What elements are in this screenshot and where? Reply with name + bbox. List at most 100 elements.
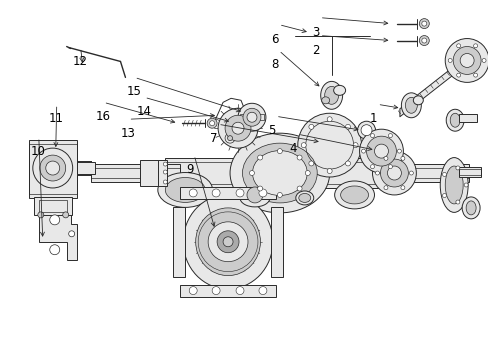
- Ellipse shape: [242, 143, 317, 203]
- Bar: [458, 169, 480, 175]
- Ellipse shape: [340, 186, 368, 204]
- Text: 13: 13: [120, 127, 135, 140]
- Circle shape: [352, 143, 357, 148]
- Circle shape: [297, 113, 361, 177]
- Circle shape: [359, 129, 403, 173]
- Circle shape: [361, 149, 365, 153]
- Circle shape: [189, 189, 197, 197]
- Circle shape: [259, 287, 266, 294]
- Circle shape: [397, 149, 401, 153]
- Circle shape: [212, 189, 220, 197]
- Circle shape: [217, 231, 239, 253]
- Ellipse shape: [412, 96, 423, 105]
- Circle shape: [374, 144, 387, 158]
- Circle shape: [473, 73, 477, 77]
- Circle shape: [400, 156, 404, 160]
- Ellipse shape: [446, 109, 463, 131]
- Circle shape: [238, 103, 265, 131]
- Circle shape: [224, 133, 235, 143]
- Circle shape: [243, 108, 261, 126]
- Circle shape: [50, 245, 60, 255]
- Circle shape: [459, 54, 473, 67]
- Circle shape: [447, 58, 451, 62]
- Circle shape: [301, 143, 305, 148]
- Circle shape: [46, 161, 60, 175]
- Circle shape: [163, 170, 167, 174]
- Circle shape: [421, 21, 426, 26]
- Circle shape: [33, 148, 73, 188]
- Circle shape: [370, 134, 374, 138]
- Bar: [180, 285, 275, 297]
- Circle shape: [50, 215, 60, 225]
- Circle shape: [372, 151, 415, 195]
- Ellipse shape: [461, 197, 479, 219]
- Circle shape: [380, 159, 407, 187]
- Circle shape: [345, 124, 350, 129]
- Ellipse shape: [165, 177, 205, 202]
- Ellipse shape: [195, 208, 260, 276]
- Ellipse shape: [295, 191, 313, 205]
- Ellipse shape: [465, 201, 475, 215]
- Ellipse shape: [320, 81, 342, 109]
- Text: 15: 15: [126, 85, 141, 98]
- Circle shape: [386, 166, 401, 180]
- Text: 9: 9: [186, 163, 193, 176]
- Bar: [240, 114, 264, 120]
- Text: 6: 6: [270, 32, 278, 46]
- Circle shape: [189, 287, 197, 294]
- Bar: [394, 164, 468, 182]
- Ellipse shape: [229, 133, 329, 213]
- Circle shape: [223, 237, 233, 247]
- Circle shape: [227, 136, 232, 141]
- Circle shape: [163, 162, 167, 166]
- Bar: [29, 144, 77, 194]
- Circle shape: [455, 166, 459, 170]
- Circle shape: [442, 194, 446, 198]
- Ellipse shape: [439, 158, 467, 212]
- Bar: [34, 197, 72, 215]
- Bar: [77, 162, 94, 174]
- Text: 1: 1: [369, 112, 376, 125]
- Circle shape: [62, 212, 68, 218]
- Circle shape: [249, 171, 254, 176]
- Circle shape: [419, 36, 428, 45]
- Ellipse shape: [298, 193, 310, 202]
- Ellipse shape: [449, 113, 459, 127]
- Circle shape: [236, 287, 244, 294]
- Circle shape: [232, 122, 244, 134]
- Circle shape: [224, 115, 250, 141]
- Circle shape: [208, 222, 247, 262]
- Circle shape: [308, 161, 313, 166]
- Circle shape: [218, 108, 258, 148]
- Text: 8: 8: [270, 58, 278, 72]
- Bar: [394, 168, 468, 178]
- Text: 4: 4: [289, 142, 297, 155]
- Ellipse shape: [334, 181, 374, 209]
- Circle shape: [297, 155, 302, 160]
- Text: 3: 3: [311, 26, 319, 39]
- Ellipse shape: [252, 150, 306, 195]
- Circle shape: [473, 44, 477, 48]
- Circle shape: [387, 134, 392, 138]
- Circle shape: [259, 189, 266, 197]
- Bar: [180, 187, 275, 199]
- Circle shape: [277, 149, 282, 154]
- Circle shape: [257, 155, 262, 160]
- Ellipse shape: [405, 97, 416, 113]
- Circle shape: [357, 121, 375, 139]
- Bar: [165, 158, 394, 188]
- Circle shape: [456, 44, 460, 48]
- Circle shape: [360, 125, 371, 136]
- Polygon shape: [39, 207, 77, 260]
- Circle shape: [163, 180, 167, 184]
- Bar: [270, 207, 282, 276]
- Circle shape: [444, 39, 488, 82]
- Circle shape: [38, 212, 44, 218]
- Circle shape: [400, 186, 404, 190]
- Text: 12: 12: [73, 55, 87, 68]
- Circle shape: [442, 172, 446, 176]
- Ellipse shape: [333, 85, 345, 95]
- Text: 5: 5: [267, 124, 275, 137]
- Circle shape: [209, 121, 214, 126]
- Circle shape: [366, 136, 396, 166]
